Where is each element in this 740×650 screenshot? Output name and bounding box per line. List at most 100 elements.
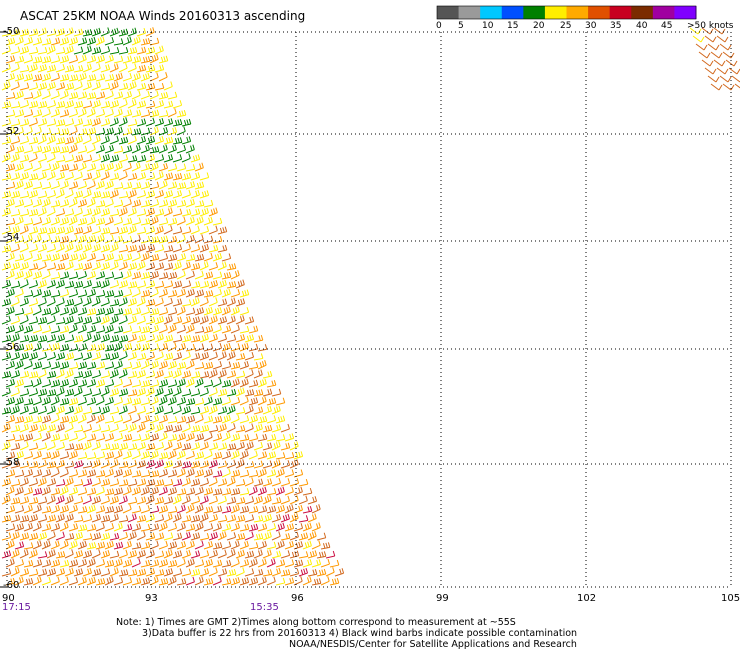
- barb-feather: [134, 135, 137, 141]
- barb-feather: [152, 64, 156, 71]
- barb-feather: [147, 306, 151, 313]
- barb-feather: [60, 227, 63, 233]
- barb-feather: [102, 253, 106, 260]
- barb-feather: [161, 208, 165, 214]
- barb-feather: [174, 307, 178, 313]
- barb-staff: [181, 375, 191, 379]
- wind-barb: [28, 351, 38, 361]
- wind-barb: [28, 461, 39, 469]
- barb-feather: [120, 396, 123, 403]
- wind-barb: [136, 352, 147, 361]
- barb-feather: [201, 425, 205, 432]
- wind-barb: [158, 144, 168, 154]
- wind-barb: [23, 92, 34, 100]
- barb-staff: [118, 319, 128, 325]
- barb-staff: [109, 428, 119, 433]
- wind-barb: [140, 181, 151, 190]
- barb-staff: [136, 69, 146, 73]
- wind-barb: [100, 46, 111, 55]
- barb-feather: [6, 299, 9, 305]
- barb-feather: [132, 155, 135, 161]
- barb-feather: [174, 217, 178, 224]
- barb-staff: [154, 158, 164, 163]
- barb-feather: [214, 398, 218, 405]
- barb-feather: [21, 416, 25, 422]
- barb-feather: [98, 441, 101, 447]
- wind-barb: [127, 443, 138, 451]
- barb-feather: [78, 244, 81, 250]
- barb-feather: [17, 297, 20, 303]
- barb-feather: [100, 379, 103, 386]
- wind-barb: [226, 297, 236, 307]
- wind-barb: [266, 434, 277, 442]
- barb-feather: [57, 396, 60, 402]
- wind-barb: [77, 72, 87, 82]
- barb-staff: [64, 465, 74, 469]
- barb-feather: [120, 126, 123, 132]
- barb-feather: [141, 65, 144, 71]
- wind-barb: [235, 425, 246, 433]
- wind-barb: [68, 271, 79, 280]
- barb-feather: [17, 460, 21, 466]
- barb-staff: [95, 400, 105, 406]
- barb-feather: [156, 360, 159, 366]
- barb-feather: [8, 81, 11, 87]
- barb-staff: [23, 59, 33, 64]
- barb-staff: [113, 150, 123, 154]
- barb-staff: [113, 330, 123, 334]
- barb-feather: [21, 307, 25, 314]
- barb-staff: [37, 122, 47, 127]
- barb-feather: [125, 297, 128, 303]
- barb-feather: [62, 101, 66, 107]
- wind-barb: [64, 225, 74, 235]
- wind-barb: [154, 208, 165, 217]
- barb-feather: [42, 101, 45, 107]
- barb-feather: [57, 468, 60, 474]
- barb-feather: [91, 92, 94, 98]
- barb-feather: [253, 415, 256, 422]
- barb-feather: [21, 145, 25, 152]
- wind-barb: [10, 190, 21, 199]
- wind-barb: [86, 163, 97, 172]
- wind-barb: [118, 351, 128, 361]
- barb-feather: [260, 460, 264, 466]
- barb-staff: [118, 249, 128, 253]
- barb-feather: [228, 282, 232, 288]
- barb-feather: [42, 244, 45, 250]
- barb-staff: [82, 392, 92, 397]
- barb-feather: [15, 173, 18, 179]
- barb-staff: [55, 231, 65, 235]
- barb-feather: [80, 443, 84, 449]
- barb-feather: [57, 335, 61, 341]
- barb-feather: [46, 254, 49, 260]
- barb-feather: [61, 218, 65, 224]
- barb-feather: [143, 226, 147, 233]
- wind-barb: [122, 433, 133, 442]
- barb-staff: [163, 122, 173, 127]
- barb-staff: [23, 203, 33, 208]
- barb-feather: [186, 137, 189, 143]
- barb-feather: [118, 361, 121, 367]
- wind-barb: [154, 423, 164, 433]
- barb-staff: [127, 123, 137, 127]
- wind-barb: [104, 290, 115, 298]
- barb-staff: [136, 105, 146, 109]
- wind-barb: [23, 180, 33, 190]
- barb-staff: [163, 229, 173, 235]
- barb-feather: [208, 307, 211, 313]
- barb-feather: [98, 63, 101, 69]
- barb-feather: [88, 236, 92, 242]
- barb-feather: [159, 209, 162, 215]
- barb-feather: [124, 308, 128, 315]
- barb-feather: [80, 135, 83, 141]
- barb-feather: [21, 353, 25, 359]
- barb-feather: [242, 370, 246, 376]
- barb-feather: [102, 379, 106, 385]
- barb-feather: [30, 252, 33, 258]
- wind-barb: [91, 424, 102, 433]
- barb-feather: [138, 450, 141, 456]
- barb-feather: [197, 425, 201, 431]
- barb-feather: [107, 387, 110, 393]
- wind-barb: [77, 379, 88, 388]
- barb-feather: [160, 236, 164, 243]
